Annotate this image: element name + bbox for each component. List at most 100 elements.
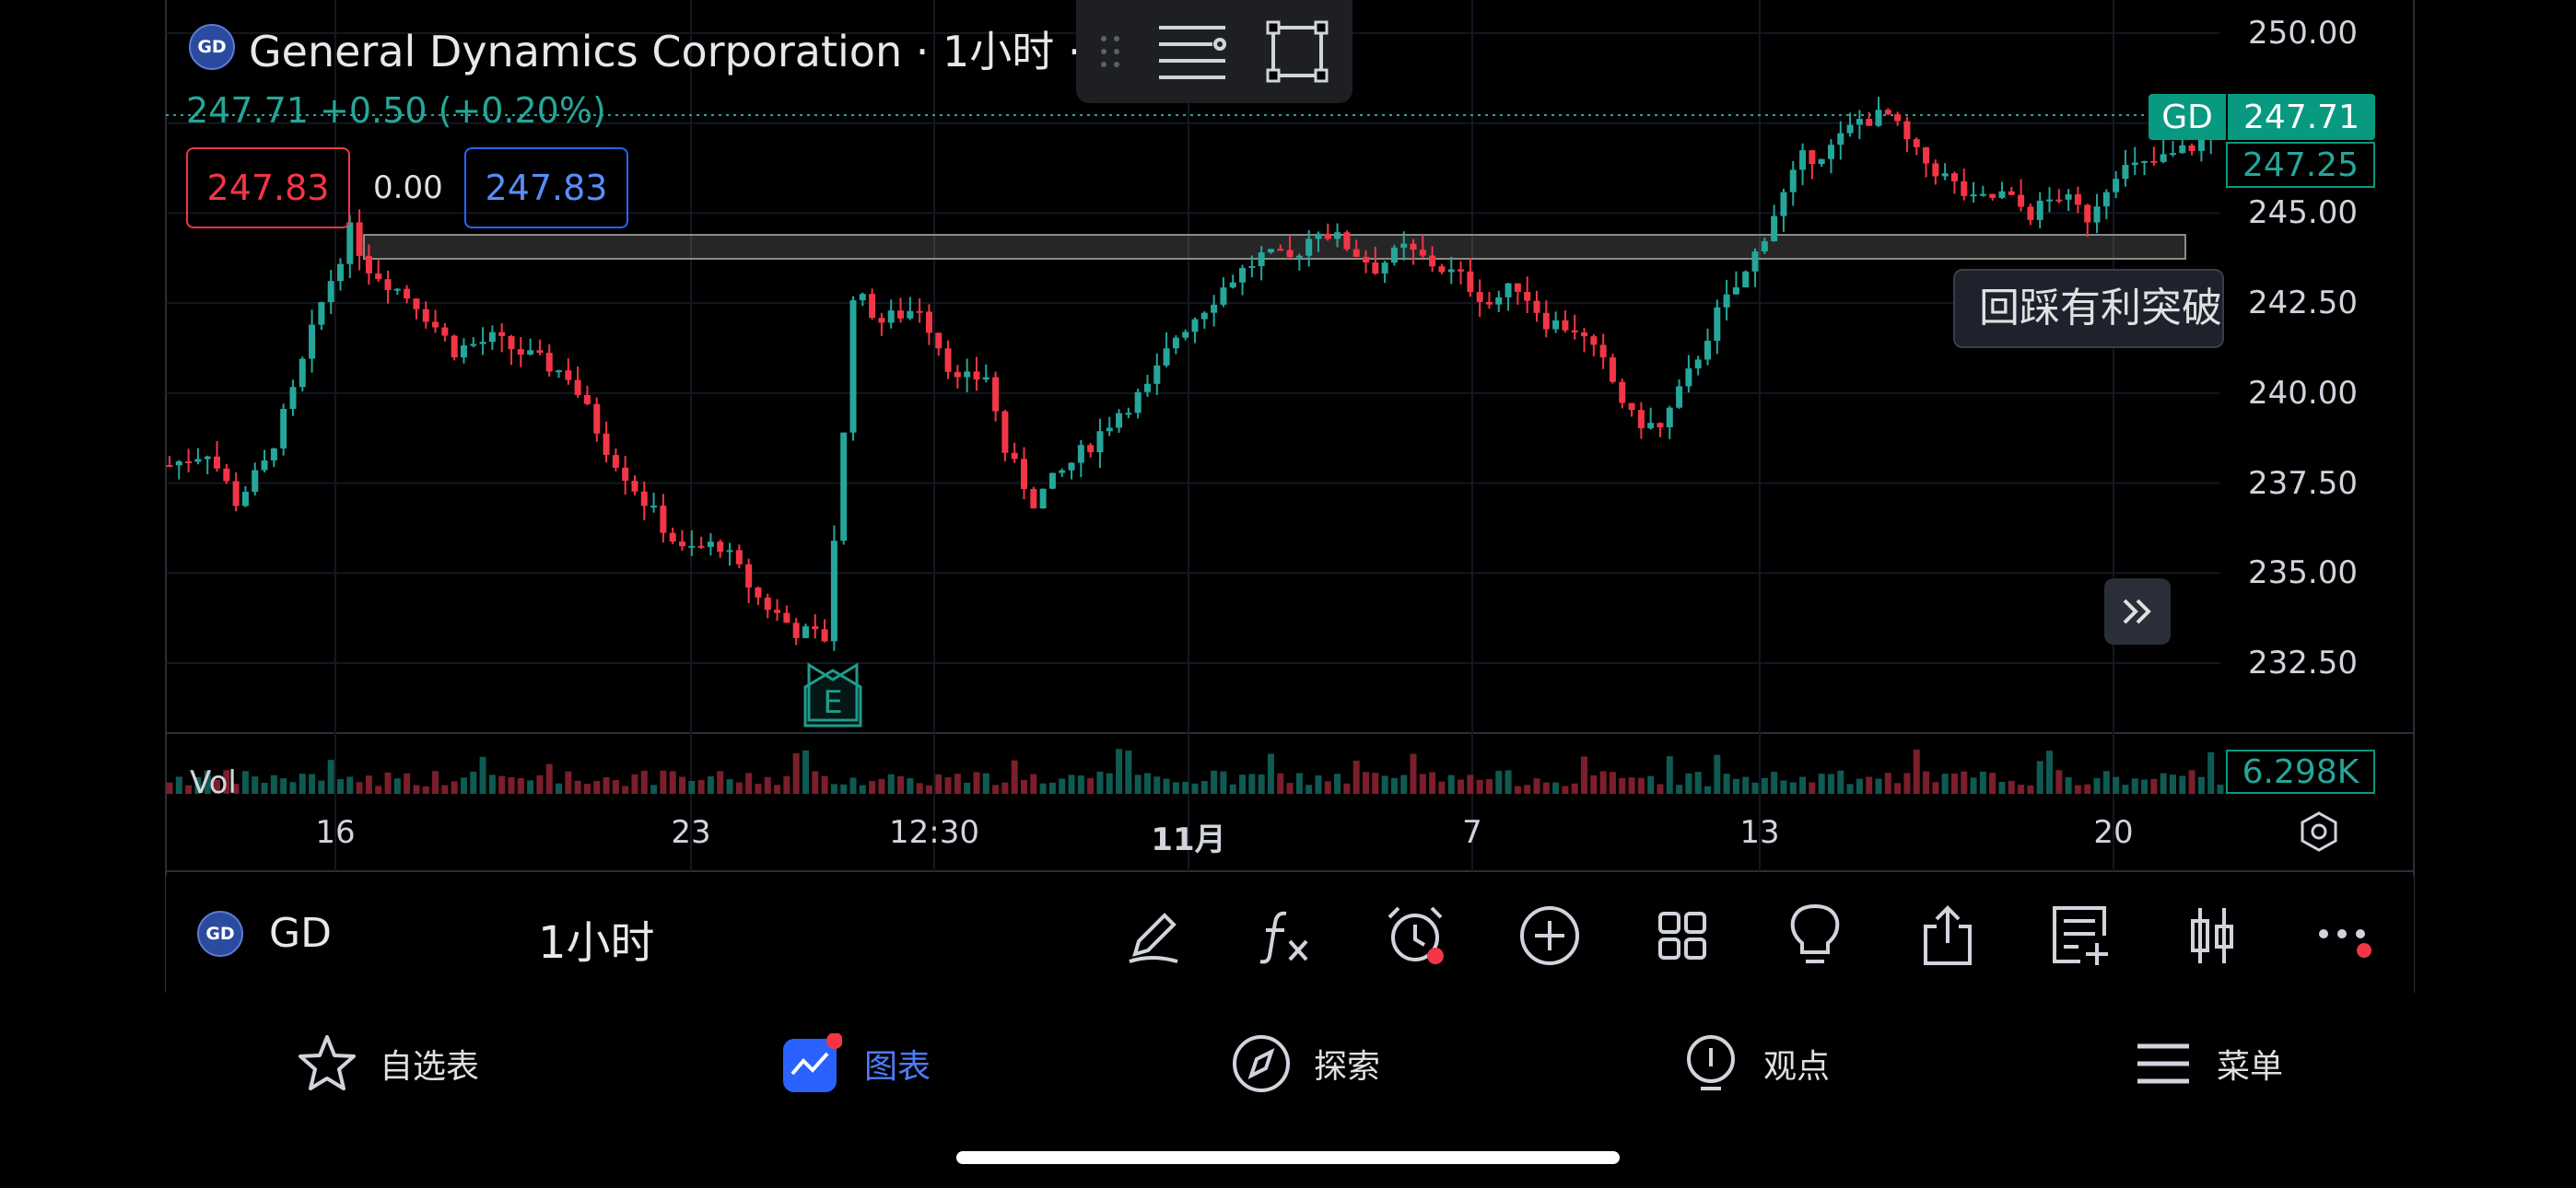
plus-circle-icon[interactable] — [1516, 903, 1583, 969]
candle-body — [1989, 193, 1996, 198]
volume-bar — [1400, 775, 1408, 794]
candle-body — [1286, 250, 1294, 258]
volume-bar — [2065, 776, 2072, 794]
volume-bar — [299, 774, 306, 794]
candle-body — [1211, 304, 1218, 313]
candle-body — [1229, 282, 1236, 288]
volume-bar — [375, 786, 382, 794]
candle-body — [1619, 381, 1626, 403]
nav-menu[interactable]: 菜单 — [2134, 1033, 2283, 1094]
menu-icon — [2137, 1043, 2189, 1084]
chart-title[interactable]: General Dynamics Corporation · 1小时 · N — [249, 27, 1127, 76]
candle-body — [2150, 160, 2158, 163]
candle-body — [1447, 269, 1455, 273]
volume-bar — [1581, 756, 1588, 794]
volume-bar — [252, 776, 259, 794]
candle-body — [1704, 341, 1711, 360]
candle-body — [1666, 407, 1673, 427]
candle-body — [1125, 413, 1132, 415]
candle-body — [166, 465, 173, 468]
volume-bar — [214, 779, 221, 794]
annotation-callout[interactable]: 回踩有利突破 — [1953, 269, 2224, 348]
candle-body — [432, 321, 439, 328]
select-rectangle-icon[interactable] — [1266, 20, 1329, 83]
notes-icon[interactable] — [2047, 903, 2113, 969]
candle-body — [299, 358, 306, 388]
double-chevron-right-icon — [2123, 599, 2151, 624]
candle-body — [1571, 330, 1578, 332]
price-axis-label: 240.00 — [2248, 374, 2358, 412]
volume-bar — [849, 777, 857, 794]
volume-bar — [498, 775, 506, 794]
candle-body — [774, 610, 781, 613]
volume-bar — [1932, 782, 1939, 794]
candle-body — [1182, 332, 1189, 338]
candle-body — [289, 387, 297, 410]
volume-bar — [1619, 777, 1626, 794]
settings-lines-icon[interactable] — [1155, 20, 1229, 81]
resistance-zone[interactable] — [363, 234, 2186, 260]
price-axis-label: 245.00 — [2248, 194, 2358, 232]
buy-price-button[interactable]: 247.83 — [464, 147, 628, 228]
volume-bar — [318, 780, 325, 794]
sell-price-button[interactable]: 247.83 — [186, 147, 350, 228]
nav-ideas[interactable]: 观点 — [1680, 1033, 1830, 1094]
volume-bar — [1894, 783, 1902, 794]
candle-icon[interactable] — [2180, 903, 2246, 969]
candle-body — [849, 300, 857, 433]
nav-explore[interactable]: 探索 — [1231, 1033, 1380, 1094]
candle-body — [2036, 200, 2043, 220]
volume-bar — [1447, 775, 1455, 794]
candle-body — [1723, 294, 1730, 308]
candle-body — [327, 281, 334, 303]
candle-body — [2102, 192, 2110, 207]
volume-bar — [1495, 771, 1503, 794]
candle-body — [1875, 110, 1882, 126]
chart-icon — [783, 1033, 842, 1092]
nav-menu-label: 菜单 — [2217, 1048, 2284, 1086]
drag-handle-icon[interactable] — [1096, 33, 1124, 70]
volume-bar — [1258, 774, 1265, 794]
candle-body — [869, 294, 876, 319]
candle-body — [1818, 158, 1825, 165]
volume-bar — [1239, 775, 1247, 794]
candle-body — [393, 288, 401, 291]
pen-icon[interactable] — [1120, 903, 1187, 969]
price-chart[interactable]: E — [0, 0, 2576, 993]
volume-bar — [460, 777, 467, 794]
volume-bar — [774, 785, 781, 794]
candle-body — [2093, 206, 2101, 223]
volume-bar — [280, 778, 287, 794]
lightbulb-icon[interactable] — [1782, 903, 1848, 969]
volume-bar — [1429, 772, 1436, 794]
scroll-to-latest-button[interactable] — [2104, 578, 2171, 645]
earnings-marker[interactable]: E — [803, 662, 862, 728]
volume-bar — [470, 771, 477, 794]
candle-body — [470, 344, 477, 346]
share-icon[interactable] — [1914, 903, 1981, 969]
candle-body — [1087, 445, 1095, 453]
candle-body — [1116, 413, 1123, 428]
grid-icon[interactable] — [1649, 903, 1715, 969]
nav-chart[interactable]: 图表 — [781, 1033, 931, 1094]
alarm-icon[interactable] — [1384, 903, 1450, 969]
candle-body — [1694, 359, 1702, 369]
chart-settings-icon[interactable] — [2298, 810, 2340, 853]
candle-body — [1134, 391, 1142, 413]
volume-bar — [1789, 782, 1797, 794]
price-axis-label: 250.00 — [2248, 15, 2358, 52]
volume-bar — [1505, 770, 1512, 794]
nav-watchlist[interactable]: 自选表 — [297, 1033, 479, 1094]
candle-body — [925, 311, 932, 333]
symbol-button[interactable]: GD — [269, 910, 332, 957]
formula-icon[interactable] — [1251, 903, 1317, 969]
candle-body — [185, 460, 193, 463]
more-icon[interactable] — [2313, 903, 2379, 969]
volume-bar — [1542, 782, 1550, 794]
interval-button[interactable]: 1小时 — [538, 917, 655, 969]
candle-body — [1732, 287, 1739, 295]
nav-chart-label: 图表 — [864, 1048, 931, 1086]
volume-bar — [887, 774, 895, 794]
volume-bar — [2150, 778, 2158, 794]
volume-bar — [1277, 773, 1284, 794]
